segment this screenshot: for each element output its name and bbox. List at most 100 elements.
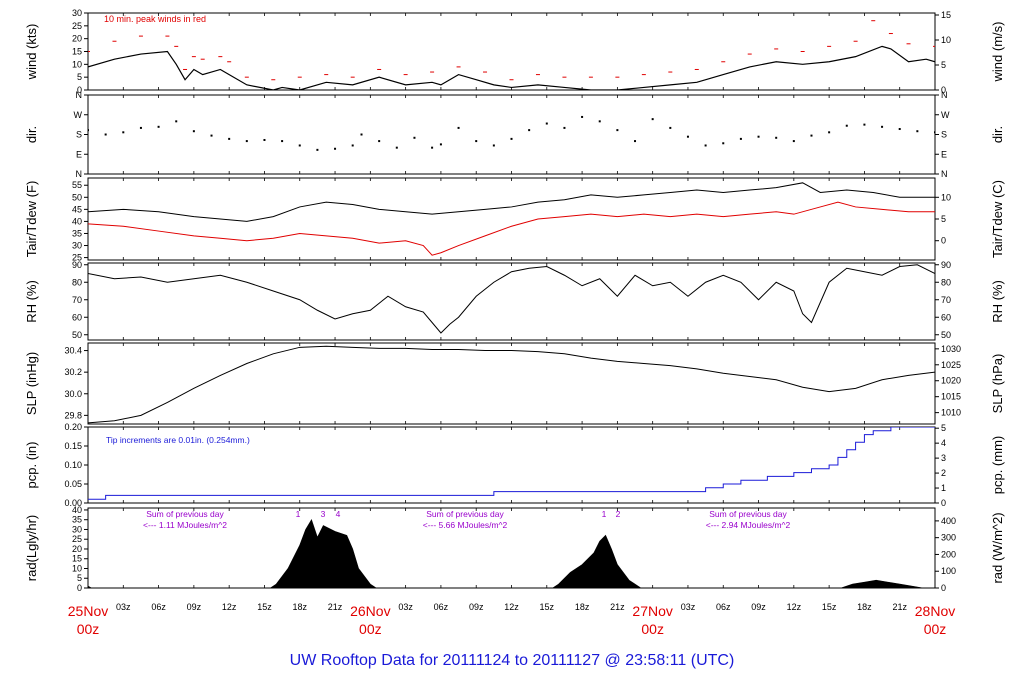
rad-marker: 3 (321, 509, 326, 519)
rad-marker: 1 (602, 509, 607, 519)
rad-marker: 2 (616, 509, 621, 519)
y-tick-label-right: 3 (941, 453, 946, 463)
y-tick-label-left: 40 (72, 216, 82, 226)
y-tick-label-left: 70 (72, 295, 82, 305)
series-group (88, 115, 935, 151)
hour-tick-label: 09z (751, 602, 766, 612)
dir-point (334, 147, 337, 150)
y-tick-label-right: 0 (941, 236, 946, 246)
y-tick-label-left: 30.4 (64, 346, 82, 356)
y-tick-label-right: 0 (941, 85, 946, 95)
dir-point (351, 144, 354, 147)
dir-point (263, 138, 266, 141)
y-tick-label-left: 25 (72, 253, 82, 263)
y-tick-label-right: N (941, 169, 948, 179)
y-tick-label-left: N (76, 169, 83, 179)
dir-point (634, 140, 637, 143)
y-tick-label-right: 10 (941, 35, 951, 45)
y-tick-label-right: 1025 (941, 360, 961, 370)
hour-tick-label: 03z (116, 602, 131, 612)
dir-point (457, 126, 460, 129)
y-tick-label-left: 25 (72, 21, 82, 31)
series-rh (88, 264, 935, 334)
y-tick-label-left: 35 (72, 515, 82, 525)
y-tick-label-left: 35 (72, 228, 82, 238)
y-tick-label-left: 50 (72, 330, 82, 340)
dir-point (757, 135, 760, 138)
day-label-time: 00z (924, 621, 947, 637)
y-tick-label-left: 45 (72, 204, 82, 214)
y-tick-label-right: W (941, 110, 950, 120)
y-tick-label-left: E (76, 149, 82, 159)
dir-point (775, 136, 778, 139)
rad-annotation-sum: <--- 1.11 MJoules/m^2 (143, 520, 227, 530)
dir-point (175, 120, 178, 123)
dir-point (528, 129, 531, 132)
day-label-time: 00z (641, 621, 664, 637)
y-tick-label-left: 10 (72, 563, 82, 573)
dir-point (281, 140, 284, 143)
y-tick-label-left: N (76, 90, 83, 100)
series-group (88, 20, 935, 90)
rad-annotation-title: Sum of previous day (426, 509, 504, 519)
y-tick-label-right: 80 (941, 277, 951, 287)
dir-point (228, 137, 231, 140)
y-tick-label-left: 30 (72, 241, 82, 251)
rad-annotation-title: Sum of previous day (146, 509, 224, 519)
hour-tick-label: 06z (151, 602, 166, 612)
dir-point (104, 133, 107, 136)
series-tdew (88, 201, 935, 256)
series-group (88, 518, 935, 588)
y-tick-label-right: 0 (941, 583, 946, 593)
y-tick-label-left: 0.05 (64, 479, 82, 489)
dir-point (916, 130, 919, 133)
y-tick-label-right: 60 (941, 312, 951, 322)
y-tick-label-left: 40 (72, 505, 82, 515)
y-tick-label-right: 5 (941, 60, 946, 70)
dir-point (722, 142, 725, 145)
y-tick-label-left: 30 (72, 524, 82, 534)
y-tick-label-right: E (941, 149, 947, 159)
y-tick-label-right: 300 (941, 533, 956, 543)
dir-point (828, 131, 831, 134)
dir-point (704, 144, 707, 147)
dir-point (360, 133, 363, 136)
panel-slp: 29.8 30.0 30.2 30.4 1010 1015 1020 1025 1030 SLP … (24, 342, 1005, 425)
y-tick-label-right: 1010 (941, 408, 961, 418)
dir-point (245, 140, 248, 143)
rad-annotation-title: Sum of previous day (709, 509, 787, 519)
y-tick-label-left: 90 (72, 260, 82, 270)
y-tick-label-right: 50 (941, 330, 951, 340)
y-tick-label-left: 0.10 (64, 460, 82, 470)
hour-tick-label: 12z (787, 602, 802, 612)
dir-point (316, 148, 319, 151)
y-tick-label-left: 0.20 (64, 422, 82, 432)
series-group (88, 345, 935, 424)
panel-temp: 25 30 35 40 45 50 55 0 5 10 Tair/Tdew (F) Tair/Tdew… (24, 177, 1005, 263)
dir-point (545, 122, 548, 125)
y-tick-label-left: 0 (77, 85, 82, 95)
y-tick-label-left: S (76, 130, 82, 140)
dir-point (792, 140, 795, 143)
hour-tick-label: 21z (892, 602, 907, 612)
hour-tick-label: 03z (398, 602, 413, 612)
y-axis-label-right: pcp. (mm) (990, 436, 1005, 495)
y-tick-label-left: 30.0 (64, 389, 82, 399)
rad-marker: 4 (336, 509, 341, 519)
y-tick-label-right: 5 (941, 214, 946, 224)
series-tair (88, 182, 935, 222)
pcp-annotation: Tip increments are 0.01in. (0.254mm.) (106, 435, 250, 445)
hour-tick-label: 06z (716, 602, 731, 612)
dir-point (898, 128, 901, 131)
panel-frame (87, 262, 936, 341)
hour-tick-label: 03z (681, 602, 696, 612)
day-label-date: 28Nov (915, 603, 955, 619)
y-axis-label-right: rad (W/m^2) (990, 512, 1005, 583)
y-tick-label-right: 15 (941, 10, 951, 20)
series-wind-avg (88, 45, 935, 90)
panel-frame (87, 342, 936, 425)
dir-point (157, 125, 160, 128)
panel-rad: 05101520253035400100200300400rad(Lgly/hr… (24, 505, 1005, 593)
